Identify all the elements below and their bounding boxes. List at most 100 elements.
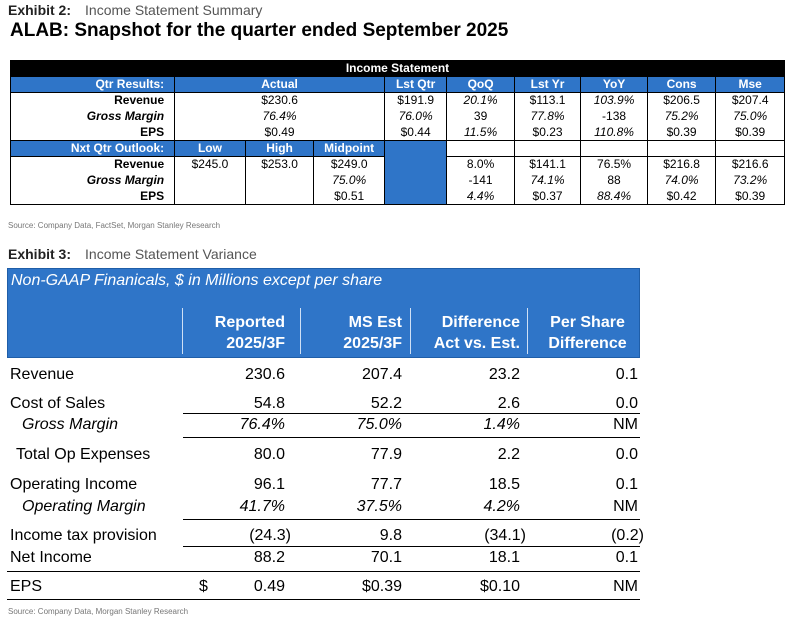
row-label: EPS	[9, 124, 176, 141]
per-share-value: 0.1	[615, 549, 638, 566]
qoq-value: 20.1%	[446, 92, 515, 109]
difference-value: 23.2	[488, 366, 520, 383]
qoq-value: -141	[446, 172, 515, 189]
report-title: ALAB: Snapshot for the quarter ended Sep…	[10, 20, 509, 41]
lst-qtr-header: Lst Qtr	[383, 76, 448, 93]
lst-yr-value: $0.23	[513, 124, 582, 141]
row-label: Operating Margin	[22, 498, 146, 515]
table-row: EPS $0.49 $0.44 11.5% $0.23 110.8% $0.39…	[9, 124, 785, 141]
ms-est-value: 70.1	[370, 549, 402, 566]
reported-value: 41.7%	[239, 498, 285, 515]
table-row: EPS $0.51 4.4% $0.37 88.4% $0.42 $0.39	[9, 188, 785, 205]
high-value: $253.0	[244, 156, 315, 173]
lst-yr-value: 74.1%	[513, 172, 582, 189]
cons-header: Cons	[646, 76, 717, 93]
exhibit-2-source: Source: Company Data, FactSet, Morgan St…	[8, 221, 221, 230]
ms-est-value: 75.0%	[356, 416, 402, 433]
per-share-value: 0.1	[615, 366, 638, 383]
midpoint-value: $249.0	[313, 156, 385, 173]
row-label: Gross Margin	[9, 172, 176, 189]
row-label: Income tax provision	[10, 527, 157, 544]
reported-value: 54.8	[253, 395, 285, 412]
mse-header: Mse	[715, 76, 785, 93]
reported-value: 96.1	[253, 476, 285, 493]
row-label: Revenue	[10, 366, 75, 383]
row-label: Net Income	[10, 549, 92, 566]
mse-value: $207.4	[715, 92, 785, 109]
variance-table-title: Non-GAAP Finanicals, $ in Millions excep…	[11, 272, 383, 289]
reported-value: 230.6	[244, 366, 285, 383]
row-label: Gross Margin	[22, 416, 119, 433]
ms-est-value: 207.4	[361, 366, 402, 383]
cons-value: 75.2%	[646, 108, 717, 125]
cons-value: $0.39	[646, 124, 717, 141]
per-share-value: NM	[613, 416, 638, 433]
actual-value: 76.4%	[174, 108, 385, 125]
table-row: Gross Margin 76.4% 76.0% 39 77.8% -138 7…	[9, 108, 785, 125]
lst-qtr-value: $0.44	[383, 124, 448, 141]
lst-yr-value: 77.8%	[513, 108, 582, 125]
yoy-value: 76.5%	[580, 156, 648, 173]
lst-qtr-value: 76.0%	[383, 108, 448, 125]
actual-value: $230.6	[174, 92, 385, 109]
table-title: Income Statement	[10, 60, 785, 77]
qtr-results-label: Qtr Results:	[9, 76, 176, 93]
reported-value: 0.49	[253, 578, 285, 595]
row-label: Revenue	[9, 156, 176, 173]
reported-value: 80.0	[253, 446, 285, 463]
yoy-value: 110.8%	[580, 124, 648, 141]
row-label: EPS	[9, 188, 176, 205]
exhibit-3-number: Exhibit 3:	[8, 246, 72, 262]
reported-value: 88.2	[253, 549, 285, 566]
exhibit-2-number: Exhibit 2:	[8, 2, 72, 18]
yoy-value: 88.4%	[580, 188, 648, 205]
low-value	[174, 188, 246, 205]
qoq-header: QoQ	[446, 76, 515, 93]
per-share-value: NM	[613, 498, 638, 515]
table-row: Gross Margin 75.0% -141 74.1% 88 74.0% 7…	[9, 172, 785, 189]
mse-value: 75.0%	[715, 108, 785, 125]
midpoint-value: $0.51	[313, 188, 385, 205]
high-value	[244, 172, 315, 189]
qoq-value: 8.0%	[446, 156, 515, 173]
ms-est-value: 37.5%	[356, 498, 402, 515]
lst-yr-value: $0.37	[513, 188, 582, 205]
table-row: Revenue $230.6 $191.9 20.1% $113.1 103.9…	[9, 92, 785, 109]
yoy-value: 88	[580, 172, 648, 189]
ms-est-value: $0.39	[361, 578, 402, 595]
exhibit-2-label: Exhibit 2: Income Statement Summary	[8, 2, 262, 18]
actual-value: $0.49	[174, 124, 385, 141]
ms-est-value: 9.8	[379, 527, 402, 544]
mse-value: 73.2%	[715, 172, 785, 189]
col-header-reported: Reported 2025/3F	[214, 314, 285, 352]
col-header-ms-est: MS Est 2025/3F	[343, 314, 402, 352]
ms-est-value: 77.9	[370, 446, 402, 463]
row-label: Cost of Sales	[10, 395, 106, 412]
ms-est-value: 77.7	[370, 476, 402, 493]
difference-value: 4.2%	[483, 498, 520, 515]
income-statement-summary-table: Income Statement Qtr Results: Actual Lst…	[9, 60, 785, 205]
row-label: EPS	[10, 578, 43, 595]
cons-value: $216.8	[646, 156, 717, 173]
lst-yr-header: Lst Yr	[513, 76, 582, 93]
row-label: Gross Margin	[9, 108, 176, 125]
mse-value: $0.39	[715, 124, 785, 141]
reported-value: 76.4%	[239, 416, 285, 433]
col-header-difference: Difference Act vs. Est.	[433, 314, 520, 352]
qoq-value: 39	[446, 108, 515, 125]
col-header-per-share: Per Share Difference	[548, 314, 627, 352]
exhibit-3-label: Exhibit 3: Income Statement Variance	[8, 246, 257, 262]
yoy-header: YoY	[580, 76, 648, 93]
yoy-value: -138	[580, 108, 648, 125]
outlook-header: Nxt Qtr Outlook: Low High Midpoint	[9, 140, 785, 205]
difference-value: 2.6	[497, 395, 520, 412]
lst-yr-value: $113.1	[513, 92, 582, 109]
reported-value: (24.3)	[249, 527, 291, 544]
lst-yr-value: $141.1	[513, 156, 582, 173]
table-title-row: Income Statement	[10, 60, 785, 77]
per-share-value: NM	[613, 578, 638, 595]
per-share-value: 0.0	[615, 395, 638, 412]
cons-value: $206.5	[646, 92, 717, 109]
high-header: High	[244, 140, 315, 157]
outlook-label: Nxt Qtr Outlook:	[9, 140, 176, 157]
